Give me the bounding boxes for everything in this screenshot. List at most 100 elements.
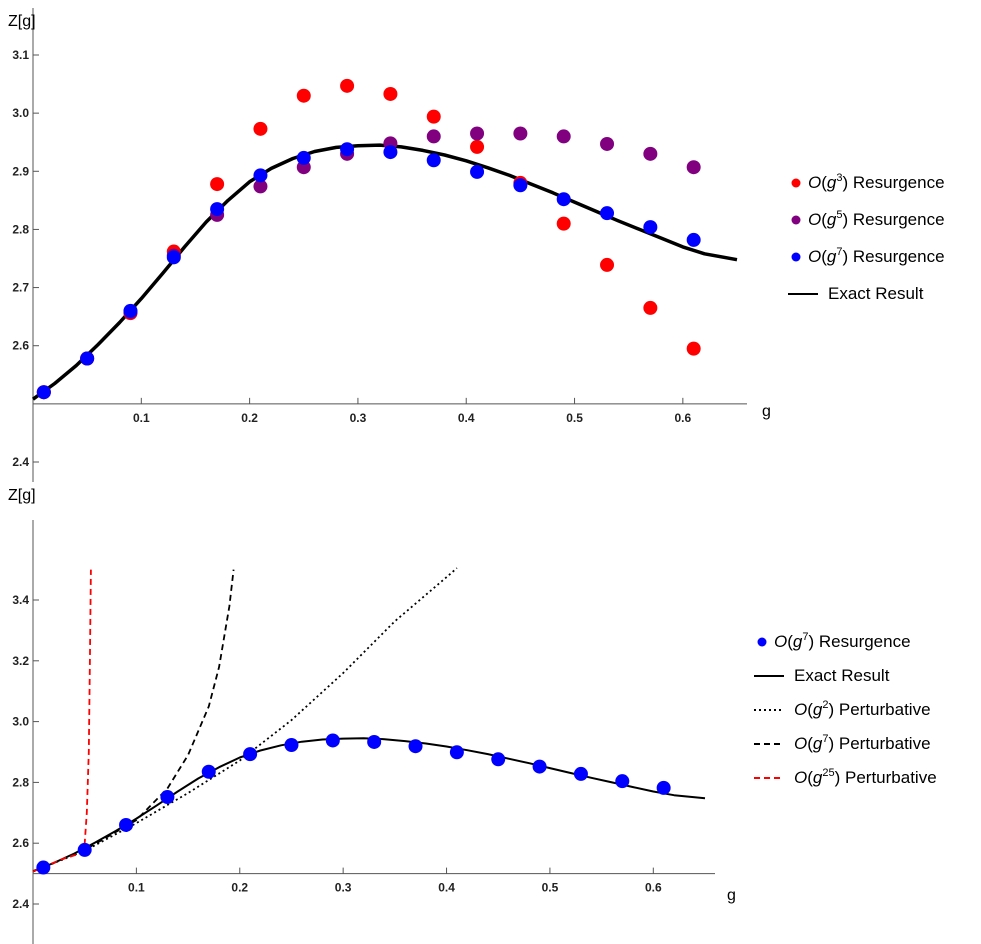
x-tick-label: 0.1 [128, 881, 145, 895]
data-point [160, 789, 175, 804]
data-point [600, 136, 615, 151]
y-tick-label: 2.7 [12, 281, 29, 295]
y-axis-label: Z[g] [8, 13, 36, 30]
data-point [573, 766, 588, 781]
plot-area [31, 78, 738, 401]
data-point [656, 780, 671, 795]
data-point [77, 842, 92, 857]
x-tick-label: 0.5 [542, 881, 559, 895]
data-point [470, 126, 485, 141]
data-point [686, 341, 701, 356]
data-point [426, 129, 441, 144]
data-point [253, 121, 268, 136]
y-tick-label: 2.6 [12, 339, 29, 353]
x-tick-label: 0.2 [241, 411, 258, 425]
data-point [686, 232, 701, 247]
x-tick-label: 0.3 [335, 881, 352, 895]
y-tick-label: 2.8 [12, 222, 29, 236]
data-point [686, 160, 701, 175]
x-tick-label: 0.5 [566, 411, 583, 425]
legend-label: O(g7) Perturbative [794, 733, 931, 753]
series-line [32, 569, 92, 873]
legend-marker [791, 215, 801, 225]
data-point [600, 206, 615, 221]
top-panel: 2.4 2.6 2.7 2.8 2.9 3.0 3.1 0.1 0.2 0.3 0.4 0.5 0.6 Z… [8, 8, 945, 482]
y-tick-label: 2.8 [12, 775, 29, 789]
x-axis-label: g [727, 887, 736, 904]
legend: O(g7) Resurgence Exact Result O(g2) Pertur… [754, 631, 937, 787]
legend-label: O(g25) Perturbative [794, 767, 937, 787]
legend-label: O(g7) Resurgence [808, 246, 945, 266]
data-point [201, 764, 216, 779]
data-point [36, 385, 51, 400]
series-line [32, 567, 458, 873]
data-point [296, 88, 311, 103]
data-point [491, 752, 506, 767]
bottom-panel: 2.4 2.6 2.8 3.0 3.2 3.4 0.1 0.2 0.3 0.4 0.5 0.6 Z[g]… [8, 487, 937, 944]
data-point [556, 192, 571, 207]
data-point [367, 734, 382, 749]
y-tick-label: 2.4 [12, 455, 29, 469]
data-point [340, 142, 355, 157]
data-point [426, 109, 441, 124]
data-point [166, 250, 181, 265]
legend: O(g3) Resurgence O(g5) Resurgence O(g7) Re… [788, 172, 945, 303]
x-tick-label: 0.4 [458, 411, 475, 425]
data-point [296, 150, 311, 165]
data-point [513, 126, 528, 141]
data-point [532, 759, 547, 774]
y-tick-label: 2.4 [12, 897, 29, 911]
legend-label: O(g5) Resurgence [808, 209, 945, 229]
x-tick-label: 0.6 [645, 881, 662, 895]
legend-label: Exact Result [828, 284, 924, 303]
data-point [80, 351, 95, 366]
data-point [253, 168, 268, 183]
plot-area [32, 567, 706, 875]
y-tick-label: 3.4 [12, 593, 29, 607]
data-point [210, 177, 225, 192]
y-tick-label: 2.9 [12, 164, 29, 178]
data-point [325, 733, 340, 748]
x-tick-label: 0.3 [350, 411, 367, 425]
data-point [408, 739, 423, 754]
legend-label: O(g2) Perturbative [794, 699, 931, 719]
data-point [284, 738, 299, 753]
legend-marker [791, 178, 801, 188]
legend-label: O(g3) Resurgence [808, 172, 945, 192]
series-line [32, 737, 706, 873]
data-point [253, 179, 268, 194]
y-tick-label: 2.6 [12, 836, 29, 850]
data-point [383, 86, 398, 101]
data-point [426, 153, 441, 168]
data-point [119, 817, 134, 832]
series-line [32, 569, 235, 873]
series-line [31, 143, 738, 401]
data-point [243, 747, 258, 762]
y-axis-label: Z[g] [8, 487, 36, 504]
data-point [643, 220, 658, 235]
data-point [470, 139, 485, 154]
data-point [449, 745, 464, 760]
y-tick-label: 3.0 [12, 106, 29, 120]
data-point [383, 145, 398, 160]
y-tick-label: 3.0 [12, 715, 29, 729]
data-point [513, 178, 528, 193]
data-point [36, 860, 51, 875]
x-tick-label: 0.2 [231, 881, 248, 895]
data-point [556, 129, 571, 144]
x-tick-label: 0.1 [133, 411, 150, 425]
x-tick-label: 0.4 [438, 881, 455, 895]
data-point [123, 303, 138, 318]
legend-label: O(g7) Resurgence [774, 631, 911, 651]
x-axis-label: g [762, 403, 771, 420]
legend-marker [757, 637, 767, 647]
data-point [600, 257, 615, 272]
legend-label: Exact Result [794, 666, 890, 685]
data-point [615, 774, 630, 789]
data-point [643, 146, 658, 161]
data-point [470, 164, 485, 179]
y-tick-label: 3.2 [12, 654, 29, 668]
x-tick-label: 0.6 [675, 411, 692, 425]
data-point [210, 202, 225, 217]
